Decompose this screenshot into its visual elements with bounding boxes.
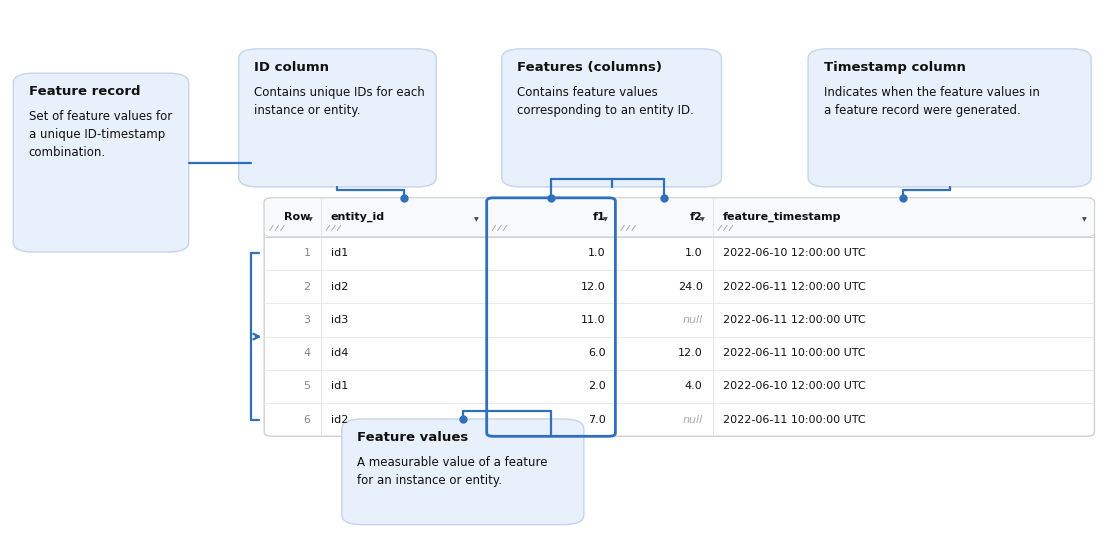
Text: 6.0: 6.0 bbox=[588, 348, 605, 358]
Text: 1.0: 1.0 bbox=[588, 248, 605, 259]
Text: null: null bbox=[683, 315, 703, 325]
Text: 7.0: 7.0 bbox=[587, 415, 605, 425]
Text: Indicates when the feature values in
a feature record were generated.: Indicates when the feature values in a f… bbox=[824, 86, 1039, 117]
Text: ▼: ▼ bbox=[309, 217, 313, 222]
FancyBboxPatch shape bbox=[239, 49, 436, 187]
FancyBboxPatch shape bbox=[808, 49, 1091, 187]
Text: id4: id4 bbox=[331, 348, 349, 358]
Text: Timestamp column: Timestamp column bbox=[824, 61, 966, 74]
Text: id1: id1 bbox=[331, 248, 347, 259]
Text: entity_id: entity_id bbox=[331, 211, 385, 222]
Text: Feature record: Feature record bbox=[29, 85, 140, 98]
Text: ID column: ID column bbox=[254, 61, 330, 74]
Text: Set of feature values for
a unique ID-timestamp
combination.: Set of feature values for a unique ID-ti… bbox=[29, 110, 172, 159]
Text: 2022-06-11 10:00:00 UTC: 2022-06-11 10:00:00 UTC bbox=[723, 348, 865, 358]
Text: 2022-06-10 12:00:00 UTC: 2022-06-10 12:00:00 UTC bbox=[723, 248, 866, 259]
Text: 2022-06-11 12:00:00 UTC: 2022-06-11 12:00:00 UTC bbox=[723, 315, 866, 325]
Text: 1.0: 1.0 bbox=[685, 248, 703, 259]
Text: 5: 5 bbox=[304, 382, 311, 391]
Text: 6: 6 bbox=[304, 415, 311, 425]
Text: 4.0: 4.0 bbox=[685, 382, 703, 391]
Text: 4: 4 bbox=[303, 348, 311, 358]
FancyBboxPatch shape bbox=[502, 49, 722, 187]
Text: 24.0: 24.0 bbox=[678, 282, 703, 292]
Text: id2: id2 bbox=[331, 282, 349, 292]
Text: Contains unique IDs for each
instance or entity.: Contains unique IDs for each instance or… bbox=[254, 86, 425, 117]
Text: f2: f2 bbox=[689, 211, 703, 222]
Text: 2.0: 2.0 bbox=[587, 382, 605, 391]
Text: ▼: ▼ bbox=[700, 217, 705, 222]
Text: ▼: ▼ bbox=[474, 217, 478, 222]
Text: id1: id1 bbox=[331, 382, 347, 391]
FancyBboxPatch shape bbox=[264, 198, 1094, 436]
Text: 2022-06-11 10:00:00 UTC: 2022-06-11 10:00:00 UTC bbox=[723, 415, 865, 425]
Text: null: null bbox=[683, 415, 703, 425]
Text: feature_timestamp: feature_timestamp bbox=[723, 211, 841, 222]
FancyBboxPatch shape bbox=[13, 73, 189, 252]
Text: 2: 2 bbox=[303, 282, 311, 292]
Text: id3: id3 bbox=[331, 315, 347, 325]
FancyBboxPatch shape bbox=[264, 198, 1094, 237]
Text: Feature values: Feature values bbox=[357, 431, 468, 444]
Text: 2022-06-10 12:00:00 UTC: 2022-06-10 12:00:00 UTC bbox=[723, 382, 866, 391]
Text: 3: 3 bbox=[304, 315, 311, 325]
Text: Contains feature values
corresponding to an entity ID.: Contains feature values corresponding to… bbox=[517, 86, 694, 117]
Text: 1: 1 bbox=[304, 248, 311, 259]
Text: 12.0: 12.0 bbox=[581, 282, 605, 292]
Text: f1: f1 bbox=[593, 211, 605, 222]
FancyBboxPatch shape bbox=[342, 419, 584, 525]
Text: A measurable value of a feature
for an instance or entity.: A measurable value of a feature for an i… bbox=[357, 456, 548, 487]
Text: Row: Row bbox=[284, 211, 311, 222]
Text: ▼: ▼ bbox=[603, 217, 607, 222]
Text: ▼: ▼ bbox=[1082, 217, 1087, 222]
Text: id2: id2 bbox=[331, 415, 349, 425]
Text: 11.0: 11.0 bbox=[581, 315, 605, 325]
Text: Features (columns): Features (columns) bbox=[517, 61, 663, 74]
Text: 2022-06-11 12:00:00 UTC: 2022-06-11 12:00:00 UTC bbox=[723, 282, 866, 292]
Text: 12.0: 12.0 bbox=[678, 348, 703, 358]
